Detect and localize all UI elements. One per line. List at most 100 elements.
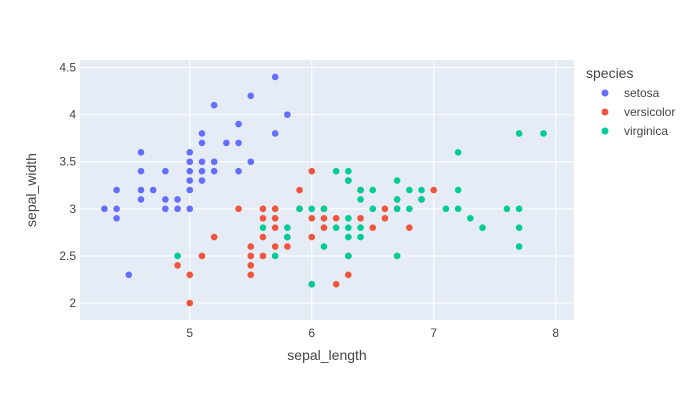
data-point-virginica[interactable]: [345, 233, 352, 241]
data-point-versicolor[interactable]: [259, 252, 267, 260]
data-point-versicolor[interactable]: [186, 299, 194, 307]
data-point-virginica[interactable]: [515, 224, 523, 231]
data-point-versicolor[interactable]: [259, 214, 267, 222]
data-point-setosa[interactable]: [125, 271, 133, 279]
data-point-setosa[interactable]: [162, 167, 169, 175]
data-point-setosa[interactable]: [113, 205, 120, 213]
data-point-virginica[interactable]: [332, 224, 340, 231]
data-point-setosa[interactable]: [186, 158, 194, 166]
data-point-setosa[interactable]: [137, 149, 145, 156]
data-point-setosa[interactable]: [186, 186, 194, 194]
data-point-setosa[interactable]: [198, 177, 206, 184]
data-point-versicolor[interactable]: [271, 224, 279, 231]
data-point-versicolor[interactable]: [320, 224, 328, 231]
data-point-setosa[interactable]: [162, 196, 169, 203]
data-point-versicolor[interactable]: [345, 271, 352, 279]
data-point-virginica[interactable]: [345, 252, 352, 260]
data-point-virginica[interactable]: [332, 167, 340, 175]
data-point-setosa[interactable]: [113, 214, 120, 222]
data-point-versicolor[interactable]: [332, 214, 340, 222]
data-point-versicolor[interactable]: [247, 243, 255, 250]
data-point-versicolor[interactable]: [271, 243, 279, 250]
data-point-virginica[interactable]: [540, 130, 547, 137]
data-point-virginica[interactable]: [369, 205, 377, 213]
data-point-virginica[interactable]: [393, 177, 401, 184]
data-point-setosa[interactable]: [174, 196, 181, 203]
data-point-setosa[interactable]: [247, 92, 255, 100]
data-point-virginica[interactable]: [406, 205, 413, 213]
data-point-virginica[interactable]: [259, 224, 267, 231]
data-point-virginica[interactable]: [357, 224, 364, 231]
data-point-virginica[interactable]: [369, 186, 377, 194]
data-point-versicolor[interactable]: [198, 252, 206, 260]
legend-marker-setosa[interactable]: [601, 89, 609, 97]
data-point-versicolor[interactable]: [247, 271, 255, 279]
data-point-virginica[interactable]: [454, 186, 462, 194]
data-point-setosa[interactable]: [186, 167, 194, 175]
data-point-virginica[interactable]: [320, 243, 328, 250]
legend-marker-versicolor[interactable]: [601, 108, 609, 116]
data-point-setosa[interactable]: [210, 158, 218, 166]
data-point-versicolor[interactable]: [259, 205, 267, 213]
data-point-virginica[interactable]: [345, 224, 352, 231]
data-point-setosa[interactable]: [174, 205, 181, 213]
data-point-versicolor[interactable]: [381, 214, 389, 222]
data-point-versicolor[interactable]: [332, 280, 340, 288]
data-point-setosa[interactable]: [271, 73, 279, 81]
data-point-virginica[interactable]: [418, 196, 425, 203]
data-point-setosa[interactable]: [198, 130, 206, 137]
legend-label-virginica[interactable]: virginica: [624, 124, 668, 138]
data-point-virginica[interactable]: [442, 205, 450, 213]
data-point-virginica[interactable]: [296, 205, 303, 213]
data-point-virginica[interactable]: [393, 252, 401, 260]
data-point-setosa[interactable]: [247, 158, 255, 166]
data-point-setosa[interactable]: [198, 139, 206, 147]
data-point-versicolor[interactable]: [271, 205, 279, 213]
data-point-virginica[interactable]: [271, 252, 279, 260]
data-point-virginica[interactable]: [515, 130, 523, 137]
data-point-setosa[interactable]: [210, 101, 218, 109]
data-point-versicolor[interactable]: [284, 243, 291, 250]
data-point-versicolor[interactable]: [320, 214, 328, 222]
data-point-versicolor[interactable]: [406, 224, 413, 231]
data-point-virginica[interactable]: [357, 196, 364, 203]
data-point-virginica[interactable]: [345, 177, 352, 184]
data-point-virginica[interactable]: [284, 233, 291, 241]
data-point-versicolor[interactable]: [296, 186, 303, 194]
data-point-versicolor[interactable]: [308, 214, 316, 222]
legend-label-setosa[interactable]: setosa: [624, 86, 660, 100]
data-point-versicolor[interactable]: [430, 186, 438, 194]
data-point-virginica[interactable]: [174, 252, 181, 260]
data-point-versicolor[interactable]: [174, 262, 181, 269]
data-point-virginica[interactable]: [406, 186, 413, 194]
data-point-setosa[interactable]: [235, 167, 242, 175]
data-point-virginica[interactable]: [345, 167, 352, 175]
data-point-versicolor[interactable]: [186, 271, 194, 279]
data-point-virginica[interactable]: [308, 280, 316, 288]
data-point-virginica[interactable]: [345, 214, 352, 222]
data-point-virginica[interactable]: [393, 196, 401, 203]
data-point-versicolor[interactable]: [210, 233, 218, 241]
data-point-virginica[interactable]: [418, 186, 425, 194]
data-point-setosa[interactable]: [137, 167, 145, 175]
data-point-virginica[interactable]: [320, 205, 328, 213]
data-point-setosa[interactable]: [101, 205, 108, 213]
data-point-setosa[interactable]: [149, 186, 157, 194]
data-point-virginica[interactable]: [515, 243, 523, 250]
data-point-setosa[interactable]: [137, 186, 145, 194]
data-point-virginica[interactable]: [357, 186, 364, 194]
data-point-virginica[interactable]: [454, 149, 462, 156]
data-point-versicolor[interactable]: [271, 214, 279, 222]
data-point-virginica[interactable]: [467, 214, 474, 222]
data-point-setosa[interactable]: [198, 167, 206, 175]
data-point-setosa[interactable]: [235, 139, 242, 147]
data-point-setosa[interactable]: [137, 196, 145, 203]
data-point-virginica[interactable]: [479, 224, 486, 231]
data-point-versicolor[interactable]: [381, 205, 389, 213]
data-point-virginica[interactable]: [515, 205, 523, 213]
data-point-setosa[interactable]: [210, 167, 218, 175]
data-point-setosa[interactable]: [186, 149, 194, 156]
data-point-virginica[interactable]: [357, 233, 364, 241]
data-point-versicolor[interactable]: [235, 205, 242, 213]
data-point-versicolor[interactable]: [308, 233, 316, 241]
